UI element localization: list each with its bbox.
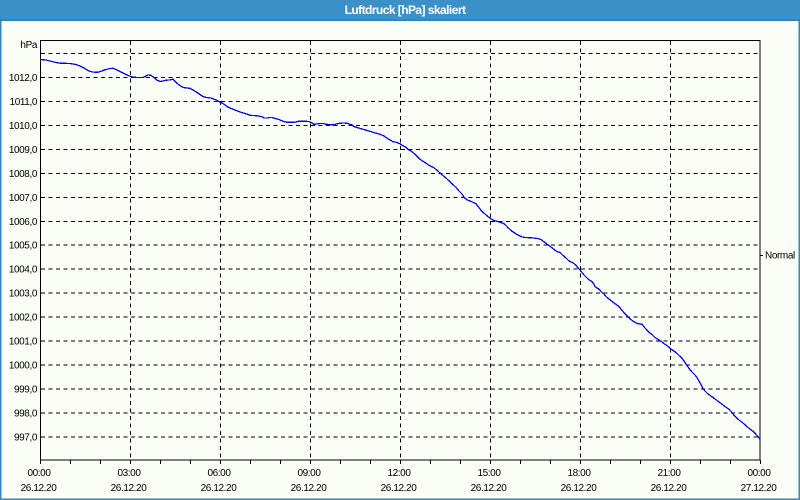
svg-text:hPa: hPa	[20, 40, 37, 51]
svg-text:1000,0: 1000,0	[9, 361, 38, 372]
svg-text:1003,0: 1003,0	[9, 289, 38, 300]
svg-text:00:00: 00:00	[27, 468, 51, 479]
svg-text:26.12.20: 26.12.20	[471, 483, 508, 494]
svg-text:1005,0: 1005,0	[9, 241, 38, 252]
svg-text:1011,0: 1011,0	[10, 97, 38, 108]
svg-text:1009,0: 1009,0	[9, 145, 38, 156]
svg-text:Luftdruck [hPa] skaliert: Luftdruck [hPa] skaliert	[345, 3, 466, 17]
svg-text:09:00: 09:00	[297, 468, 321, 479]
svg-text:26.12.20: 26.12.20	[201, 483, 238, 494]
svg-text:06:00: 06:00	[207, 468, 231, 479]
svg-text:15:00: 15:00	[477, 468, 501, 479]
svg-text:26.12.20: 26.12.20	[291, 483, 328, 494]
svg-text:997,0: 997,0	[14, 433, 38, 444]
svg-text:26.12.20: 26.12.20	[651, 483, 688, 494]
svg-text:18:00: 18:00	[567, 468, 591, 479]
svg-text:1010,0: 1010,0	[9, 121, 38, 132]
svg-text:27.12.20: 27.12.20	[741, 483, 778, 494]
svg-text:00:00: 00:00	[747, 468, 771, 479]
svg-text:Normal: Normal	[765, 251, 795, 262]
svg-text:26.12.20: 26.12.20	[111, 483, 148, 494]
svg-text:1012,0: 1012,0	[9, 73, 38, 84]
svg-text:998,0: 998,0	[14, 409, 38, 420]
svg-text:1006,0: 1006,0	[9, 217, 38, 228]
svg-text:21:00: 21:00	[657, 468, 681, 479]
svg-text:26.12.20: 26.12.20	[21, 483, 58, 494]
svg-text:999,0: 999,0	[14, 385, 38, 396]
svg-text:26.12.20: 26.12.20	[381, 483, 418, 494]
svg-text:1004,0: 1004,0	[9, 265, 38, 276]
svg-text:12:00: 12:00	[387, 468, 411, 479]
svg-text:1008,0: 1008,0	[9, 169, 38, 180]
svg-text:03:00: 03:00	[117, 468, 141, 479]
svg-text:26.12.20: 26.12.20	[561, 483, 598, 494]
svg-text:1002,0: 1002,0	[9, 313, 38, 324]
svg-text:1001,0: 1001,0	[9, 337, 38, 348]
svg-text:1007,0: 1007,0	[9, 193, 38, 204]
